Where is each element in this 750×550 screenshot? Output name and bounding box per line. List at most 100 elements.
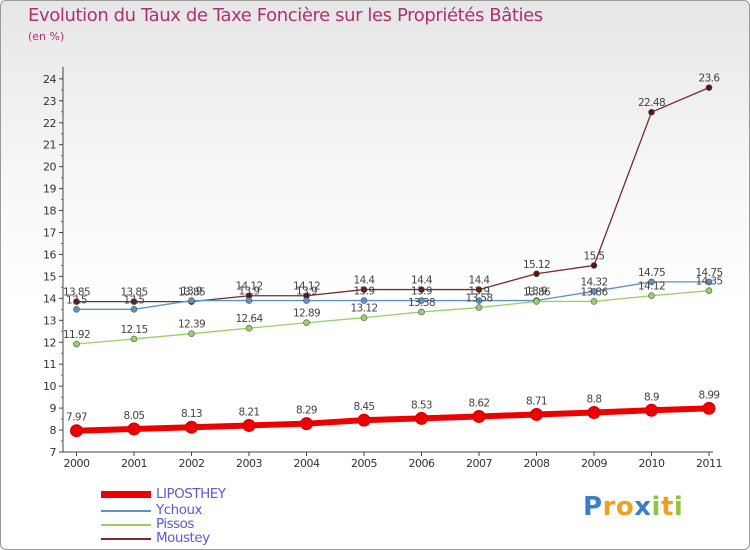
- data-point-moustey: [648, 108, 655, 116]
- y-tick-label: 13: [43, 314, 56, 327]
- data-point-moustey: [130, 298, 138, 305]
- data-point-liposthey: [242, 418, 256, 432]
- data-label-moustey: 15.5: [584, 250, 605, 262]
- data-label-liposthey: 8.29: [296, 405, 317, 417]
- data-label-liposthey: 7.97: [66, 412, 87, 424]
- x-tick-label: 2006: [409, 457, 435, 470]
- data-point-liposthey: [587, 405, 601, 419]
- y-tick-label: 20: [43, 161, 56, 174]
- y-tick-label: 15: [43, 270, 56, 283]
- y-tick-label: 7: [50, 446, 57, 459]
- data-point-moustey: [705, 84, 713, 91]
- data-point-pissos: [475, 304, 483, 311]
- x-tick-label: 2007: [466, 457, 492, 470]
- data-point-liposthey: [185, 420, 198, 434]
- data-label-moustey: 14.4: [411, 275, 433, 287]
- data-point-liposthey: [472, 409, 486, 423]
- y-tick-label: 22: [43, 117, 56, 130]
- x-tick-label: 2009: [581, 457, 607, 470]
- data-label-moustey: 13.85: [120, 287, 147, 299]
- data-label-moustey: 13.85: [63, 287, 90, 299]
- legend-swatch: [101, 538, 151, 540]
- data-label-moustey: 14.4: [469, 275, 491, 287]
- logo-letter: t: [660, 492, 674, 522]
- data-point-pissos: [360, 314, 368, 321]
- data-label-moustey: 14.12: [235, 281, 262, 293]
- data-point-pissos: [130, 335, 138, 343]
- data-point-pissos: [418, 308, 425, 316]
- chart-title: Evolution du Taux de Taxe Foncière sur l…: [28, 5, 543, 26]
- data-point-ychoux: [705, 278, 713, 286]
- data-label-pissos: 12.89: [293, 308, 320, 320]
- data-label-pissos: 12.39: [178, 319, 205, 331]
- data-point-moustey: [533, 270, 540, 278]
- data-point-moustey: [360, 286, 368, 293]
- data-label-moustey: 14.12: [293, 281, 320, 293]
- logo-letter: i: [651, 492, 661, 522]
- data-label-liposthey: 8.45: [354, 401, 375, 413]
- x-tick-label: 2003: [236, 457, 262, 470]
- data-label-liposthey: 8.71: [526, 395, 547, 407]
- data-label-ychoux: 14.32: [580, 276, 607, 288]
- data-label-pissos: 12.15: [120, 324, 147, 336]
- x-tick-label: 2011: [696, 457, 722, 470]
- legend-label: Pissos: [156, 516, 194, 532]
- data-label-ychoux: 13.9: [181, 286, 202, 298]
- data-point-ychoux: [648, 278, 655, 286]
- data-point-pissos: [533, 298, 540, 305]
- x-tick-label: 2010: [639, 457, 665, 470]
- x-tick-label: 2001: [121, 457, 147, 470]
- data-point-liposthey: [70, 424, 83, 438]
- data-label-ychoux: 13.9: [239, 286, 260, 298]
- data-point-ychoux: [73, 306, 80, 313]
- data-label-ychoux: 13.9: [526, 286, 547, 298]
- data-point-pissos: [73, 340, 80, 348]
- data-point-ychoux: [188, 297, 195, 304]
- x-tick-label: 2004: [294, 457, 320, 470]
- data-point-moustey: [73, 298, 80, 305]
- data-point-pissos: [590, 298, 598, 305]
- data-label-liposthey: 8.21: [239, 406, 260, 418]
- data-point-liposthey: [357, 413, 371, 427]
- legend-label: LIPOSTHEY: [156, 486, 226, 502]
- data-label-pissos: 13.86: [580, 286, 608, 298]
- data-point-moustey: [418, 286, 425, 293]
- logo-letter: o: [615, 492, 635, 522]
- y-tick-label: 17: [43, 227, 56, 240]
- series-line-ychoux: [75, 281, 710, 310]
- y-tick-label: 24: [43, 73, 56, 86]
- legend-swatch: [101, 524, 151, 526]
- x-tick-label: 2005: [351, 457, 377, 470]
- data-label-pissos: 14.35: [695, 276, 722, 288]
- data-point-ychoux: [303, 297, 310, 304]
- data-point-ychoux: [360, 297, 368, 304]
- data-label-ychoux: 13.5: [66, 294, 87, 306]
- data-label-ychoux: 13.9: [469, 286, 490, 298]
- data-point-moustey: [475, 286, 483, 293]
- y-tick-label: 21: [43, 139, 56, 152]
- data-label-pissos: 13.86: [523, 286, 551, 298]
- data-point-moustey: [590, 262, 598, 269]
- data-label-liposthey: 8.99: [699, 389, 720, 401]
- legend-swatch: [101, 491, 151, 498]
- data-point-liposthey: [127, 422, 141, 436]
- y-tick-label: 18: [43, 205, 56, 218]
- data-label-moustey: 22.48: [638, 97, 665, 109]
- data-label-liposthey: 8.13: [181, 408, 202, 420]
- data-label-moustey: 13.85: [178, 287, 205, 299]
- data-point-pissos: [303, 319, 310, 327]
- y-tick-label: 19: [43, 183, 56, 196]
- data-label-moustey: 15.12: [523, 259, 550, 271]
- data-point-ychoux: [590, 288, 598, 295]
- data-point-liposthey: [300, 417, 313, 431]
- y-tick-label: 23: [43, 95, 56, 108]
- unit-label: (en %): [28, 30, 65, 43]
- y-tick-label: 9: [50, 402, 57, 415]
- data-point-ychoux: [245, 297, 253, 304]
- data-point-pissos: [705, 287, 713, 294]
- data-label-moustey: 23.6: [699, 73, 721, 85]
- data-label-pissos: 14.12: [638, 281, 665, 293]
- y-tick-label: 10: [43, 380, 56, 393]
